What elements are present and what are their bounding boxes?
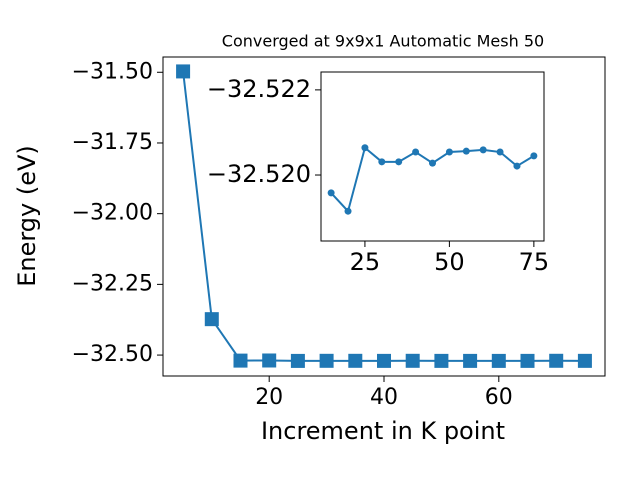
x-tick-label: 40 [370, 385, 398, 410]
marker [491, 353, 506, 368]
marker [176, 64, 191, 79]
plot-area [321, 72, 544, 241]
marker [434, 353, 449, 368]
marker [405, 353, 420, 368]
y-tick-label: −32.25 [72, 271, 153, 296]
marker [429, 159, 436, 167]
marker [513, 162, 521, 170]
x-tick-label: 20 [255, 385, 283, 410]
y-tick-label: −32.50 [72, 342, 153, 367]
marker [445, 148, 453, 156]
marker [344, 207, 352, 215]
marker [290, 353, 305, 368]
marker [462, 147, 470, 155]
marker [378, 158, 386, 166]
marker [412, 148, 420, 156]
marker [319, 353, 334, 368]
marker [549, 353, 564, 368]
marker [233, 353, 248, 368]
x-tick-label: 75 [519, 248, 550, 276]
x-tick-label: 25 [350, 248, 381, 276]
y-tick-label: −32.520 [207, 160, 311, 188]
marker [262, 353, 277, 368]
axes-frame [162, 56, 606, 377]
marker [577, 353, 592, 368]
marker [377, 353, 391, 368]
chart-title: Converged at 9x9x1 Automatic Mesh 50 [222, 32, 544, 51]
x-axis-label: Increment in K point [261, 417, 505, 445]
x-tick-label: 60 [485, 385, 513, 410]
y-tick-label: −31.50 [72, 59, 153, 84]
marker [530, 152, 538, 160]
x-tick-label: 50 [434, 248, 465, 276]
marker [361, 144, 369, 152]
axes-frame [320, 71, 545, 242]
marker [395, 158, 403, 166]
marker [496, 148, 504, 156]
marker [348, 353, 363, 368]
y-tick-label: −32.00 [72, 201, 153, 226]
y-tick-label: −31.75 [72, 130, 153, 155]
y-axis-label: Energy (eV) [13, 145, 41, 287]
marker [327, 189, 335, 197]
marker [520, 353, 535, 368]
marker [204, 312, 219, 327]
marker [463, 353, 478, 368]
marker [479, 146, 487, 154]
y-tick-label: −32.522 [207, 75, 311, 103]
